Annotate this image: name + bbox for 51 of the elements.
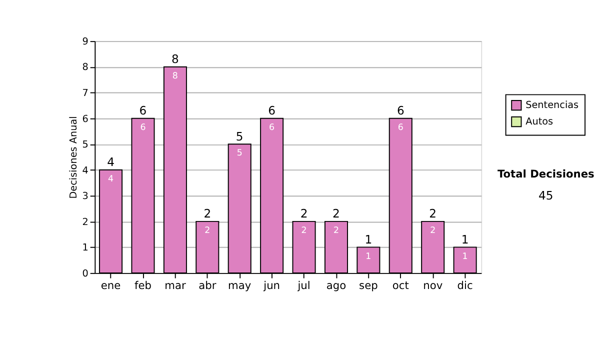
x-tick-label: abr	[198, 278, 217, 292]
y-tick-label: 2	[82, 216, 88, 228]
total-label: 2	[332, 206, 340, 221]
data-label: 8	[172, 71, 178, 82]
x-tick-label: nov	[423, 278, 443, 292]
y-tick-label: 0	[82, 268, 88, 280]
data-label: 1	[462, 252, 468, 262]
total-label: 4	[107, 155, 114, 170]
legend-label: Autos	[526, 116, 554, 128]
total-label: 5	[236, 129, 244, 144]
x-tick-label: oct	[392, 278, 409, 292]
data-label: 6	[398, 122, 404, 133]
legend-label: Sentencias	[526, 100, 579, 112]
x-tick-label: dic	[457, 278, 473, 292]
data-label: 2	[204, 226, 210, 236]
y-tick-label: 6	[82, 114, 88, 125]
data-label: 2	[301, 226, 307, 236]
y-tick-label: 5	[82, 140, 88, 151]
total-label: 2	[204, 206, 212, 221]
y-tick-label: 4	[82, 165, 88, 176]
data-label: 5	[236, 148, 242, 159]
y-axis-title: Decisiones Anual	[68, 116, 80, 199]
data-label: 1	[366, 252, 372, 262]
total-label: 6	[139, 104, 147, 118]
y-tick-label: 3	[82, 191, 88, 202]
x-tick-label: ene	[100, 278, 121, 292]
y-tick-label: 1	[82, 242, 88, 254]
total-label: 1	[364, 232, 372, 246]
data-label: 2	[333, 226, 339, 236]
data-label: 6	[140, 122, 146, 133]
y-tick-label: 7	[82, 88, 88, 99]
x-tick-label: jul	[296, 278, 310, 292]
total-label: 6	[268, 104, 276, 118]
y-tick-label: 8	[82, 62, 88, 74]
x-tick-label: sep	[359, 278, 378, 292]
total-label: 8	[172, 52, 179, 66]
text: Total Decisiones	[497, 167, 594, 180]
data-label: 4	[108, 174, 114, 184]
total-label: 2	[429, 206, 437, 221]
x-tick-label: may	[228, 278, 252, 292]
data-label: 6	[269, 122, 275, 133]
text: 45	[538, 188, 554, 203]
total-label: 2	[300, 206, 308, 221]
data-label: 2	[430, 226, 436, 236]
x-tick-label: mar	[164, 278, 186, 292]
total-label: 6	[396, 104, 404, 118]
x-tick-label: feb	[134, 278, 152, 292]
x-tick-label: ago	[326, 278, 346, 292]
total-label: 1	[461, 232, 469, 246]
y-tick-label: 9	[82, 36, 88, 48]
x-tick-label: jun	[262, 278, 280, 292]
